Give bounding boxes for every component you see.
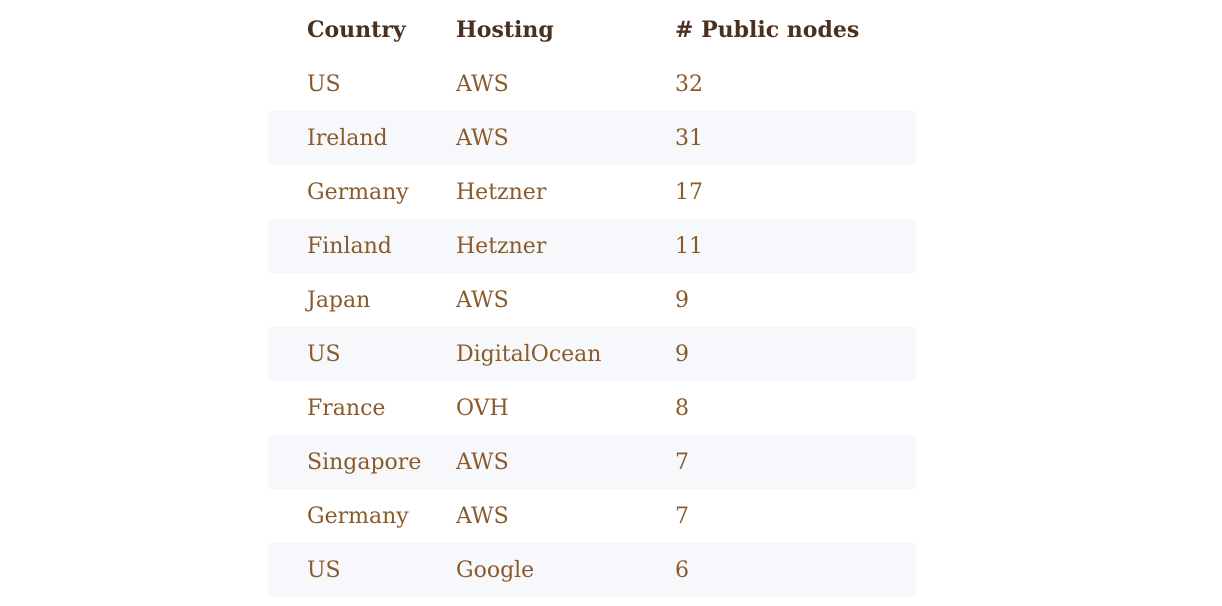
cell-hosting: OVH <box>456 395 509 421</box>
cell-public-nodes: 6 <box>675 543 916 597</box>
table-body: US AWS 32 Ireland AWS 31 Germany Hetzner… <box>268 57 916 597</box>
cell-public-nodes: 31 <box>675 111 916 165</box>
cell-country: US <box>268 327 456 381</box>
cell-public-nodes: 7 <box>675 435 916 489</box>
cell-public-nodes: 9 <box>675 287 689 313</box>
cell-country: US <box>307 71 341 97</box>
cell-hosting: Hetzner <box>456 219 675 273</box>
cell-country: Japan <box>307 287 371 313</box>
cell-hosting: Hetzner <box>456 179 547 205</box>
cell-public-nodes: 8 <box>675 395 689 421</box>
cell-country: Germany <box>307 503 409 529</box>
cell-country: Finland <box>268 219 456 273</box>
table-row: Singapore AWS 7 <box>268 435 916 489</box>
table-row: France OVH 8 <box>268 381 916 435</box>
cell-hosting: DigitalOcean <box>456 327 675 381</box>
cell-hosting: AWS <box>456 111 675 165</box>
cell-country: Germany <box>307 179 409 205</box>
table-row: Germany AWS 7 <box>268 489 916 543</box>
table-row: US DigitalOcean 9 <box>268 327 916 381</box>
table-header: Country Hosting # Public nodes <box>268 3 916 57</box>
header-row: Country Hosting # Public nodes <box>268 3 916 57</box>
cell-public-nodes: 11 <box>675 219 916 273</box>
cell-hosting: AWS <box>456 435 675 489</box>
cell-public-nodes: 9 <box>675 327 916 381</box>
cell-hosting: AWS <box>456 287 509 313</box>
table-row: US Google 6 <box>268 543 916 597</box>
cell-hosting: AWS <box>456 71 509 97</box>
table-row: Germany Hetzner 17 <box>268 165 916 219</box>
cell-public-nodes: 7 <box>675 503 689 529</box>
cell-public-nodes: 17 <box>675 179 703 205</box>
public-nodes-table: Country Hosting # Public nodes US AWS 32… <box>268 3 916 597</box>
nodes-table-container: Country Hosting # Public nodes US AWS 32… <box>268 3 916 597</box>
table-row: US AWS 32 <box>268 57 916 111</box>
cell-country: US <box>268 543 456 597</box>
cell-country: Ireland <box>268 111 456 165</box>
header-hosting: Hosting <box>456 3 675 57</box>
header-public-nodes: # Public nodes <box>675 3 916 57</box>
cell-hosting: Google <box>456 543 675 597</box>
cell-country: Singapore <box>268 435 456 489</box>
table-row: Ireland AWS 31 <box>268 111 916 165</box>
cell-public-nodes: 32 <box>675 71 703 97</box>
header-country: Country <box>268 3 456 57</box>
cell-hosting: AWS <box>456 503 509 529</box>
table-row: Japan AWS 9 <box>268 273 916 327</box>
table-row: Finland Hetzner 11 <box>268 219 916 273</box>
cell-country: France <box>307 395 386 421</box>
